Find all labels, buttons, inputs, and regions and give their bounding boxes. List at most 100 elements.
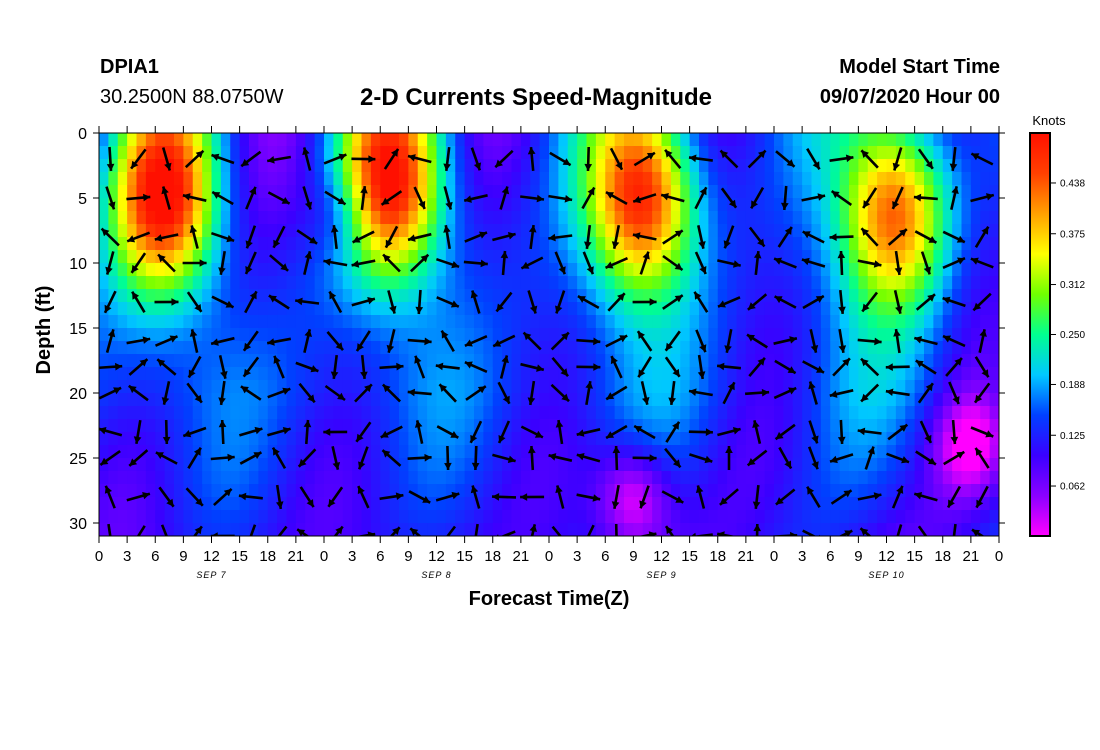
heat-cell [286, 302, 297, 316]
heat-cell [483, 263, 494, 277]
heat-cell [905, 185, 916, 199]
heat-cell [680, 146, 691, 160]
heat-cell [595, 510, 606, 524]
heat-cell [492, 237, 503, 251]
heat-cell [380, 185, 391, 199]
heat-cell [830, 341, 841, 355]
heat-cell [427, 484, 438, 498]
heat-cell [520, 289, 531, 303]
heat-cell [417, 263, 428, 277]
current-arrow-head [593, 363, 601, 371]
heat-cell [642, 458, 653, 472]
heat-cell [314, 328, 325, 342]
heat-cell [249, 367, 259, 381]
heat-cell [605, 341, 616, 355]
heat-cell [661, 432, 672, 446]
heat-cell [502, 406, 513, 420]
heat-cell [474, 289, 484, 303]
heat-cell [952, 133, 963, 147]
heat-cell [802, 289, 813, 303]
heat-cell [286, 380, 297, 394]
heat-cell [389, 198, 400, 212]
heat-cell [661, 354, 672, 368]
heat-cell [192, 328, 203, 342]
heat-cell [117, 419, 128, 433]
heat-cell [145, 354, 156, 368]
heat-cell [389, 354, 400, 368]
heat-cell [886, 510, 897, 524]
current-arrow-head [811, 461, 819, 470]
heat-cell [174, 432, 184, 446]
heat-cell [633, 224, 644, 238]
heat-cell [820, 432, 831, 446]
heat-cell [811, 328, 822, 342]
current-arrow-shaft [107, 523, 112, 536]
heat-cell [286, 406, 297, 420]
heat-cell [567, 523, 578, 536]
heat-cell [474, 224, 484, 238]
heat-cell [445, 510, 456, 524]
heat-cell [117, 354, 128, 368]
heat-cell [858, 198, 869, 212]
heat-cell [380, 315, 391, 329]
heat-cell [867, 146, 878, 160]
heat-cell [277, 471, 288, 485]
heat-cell [192, 419, 203, 433]
heat-cell [970, 432, 981, 446]
heat-cell [970, 315, 981, 329]
current-arrow-head [757, 238, 765, 247]
heat-cell [783, 328, 794, 342]
heat-cell [689, 289, 700, 303]
heat-cell [455, 133, 466, 147]
heat-cell [380, 276, 391, 290]
heat-cell [361, 354, 372, 368]
current-arrow-head [101, 228, 110, 237]
heat-cell [277, 393, 288, 407]
heat-cell [314, 354, 325, 368]
heat-cell [389, 250, 400, 264]
heat-cell [933, 237, 944, 251]
heat-cell [520, 172, 531, 186]
heat-cell [830, 250, 841, 264]
heat-cell [633, 198, 644, 212]
heat-cell [192, 484, 203, 498]
heat-cell [249, 445, 259, 459]
heat-cell [670, 276, 681, 290]
heat-cell [802, 471, 813, 485]
heat-cell [127, 172, 138, 186]
heat-cell [924, 185, 934, 199]
heat-cell [745, 341, 756, 355]
heat-cell [689, 523, 700, 536]
heat-cell [474, 484, 484, 498]
heat-cell [867, 497, 878, 511]
heat-cell [145, 289, 156, 303]
heat-cell [736, 341, 747, 355]
current-arrow-head [529, 524, 537, 532]
heat-cell [605, 380, 616, 394]
heat-cell [239, 523, 250, 536]
current-arrow-head [330, 371, 339, 379]
heat-cell [155, 510, 166, 524]
heat-cell [267, 341, 278, 355]
current-arrow-head [747, 334, 755, 342]
heat-cell [539, 146, 550, 160]
heat-cell [399, 419, 409, 433]
heat-cell [277, 263, 288, 277]
heat-cell [408, 224, 419, 238]
heat-cell [764, 133, 775, 147]
heat-cell [305, 263, 316, 277]
heat-cell [727, 419, 738, 433]
current-arrow-head [699, 344, 707, 353]
heat-cell [605, 432, 616, 446]
heat-cell [717, 367, 728, 381]
current-arrow-head [561, 393, 569, 402]
heat-cell [849, 406, 859, 420]
heat-cell [652, 146, 663, 160]
current-arrow-head [131, 264, 139, 273]
heat-cell [942, 133, 953, 147]
heat-cell [539, 445, 550, 459]
heat-cell [492, 471, 503, 485]
heat-cell [792, 458, 803, 472]
heat-cell [370, 224, 381, 238]
current-arrow-head [529, 305, 538, 314]
